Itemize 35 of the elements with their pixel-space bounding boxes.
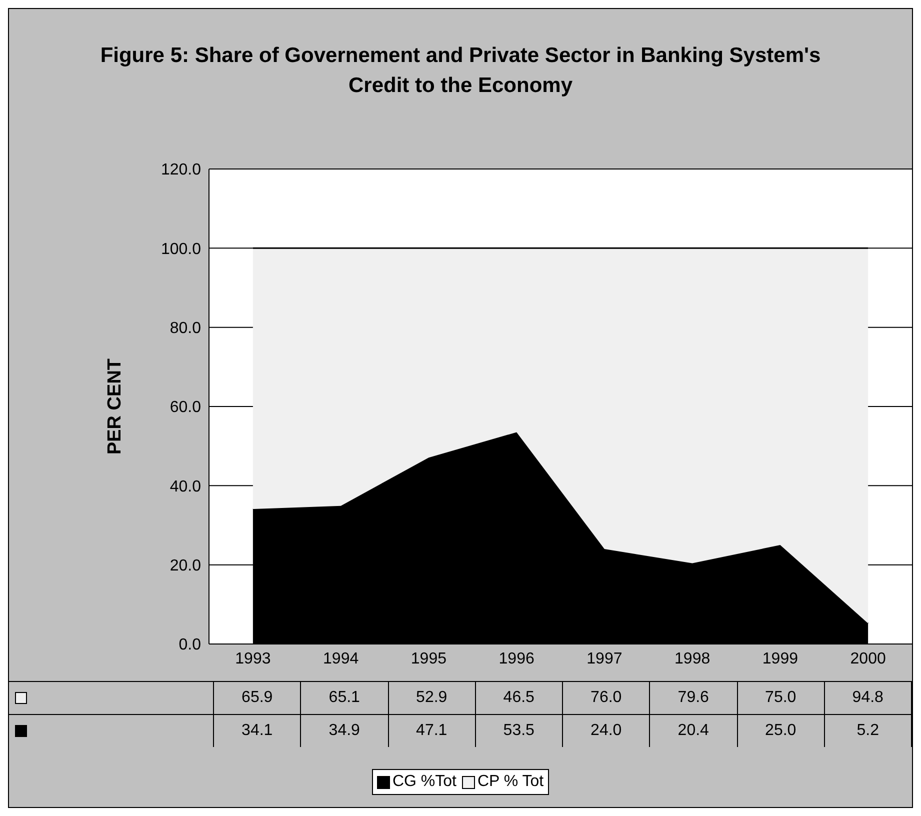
data-label: 52.9 — [388, 682, 476, 714]
data-label: 47.1 — [388, 715, 476, 747]
data-label: 25.0 — [738, 715, 825, 747]
x-tick-label: 1993 — [235, 650, 271, 668]
x-tick-label: 1994 — [323, 650, 359, 668]
data-label: 75.0 — [738, 682, 825, 714]
data-label: 24.0 — [563, 715, 650, 747]
data-label: 53.5 — [476, 715, 563, 747]
chart-title: Figure 5: Share of Governement and Private Sector in Banking System's Credit to the Economy — [99, 43, 822, 99]
legend-label: CG %Tot — [391, 773, 456, 791]
y-tick-label: 120.0 — [160, 162, 202, 179]
data-label: 34.9 — [301, 715, 388, 747]
y-tick-label: 40.0 — [170, 478, 202, 496]
x-tick-label: 1998 — [674, 650, 710, 668]
legend-label: CP % Tot — [476, 773, 544, 791]
y-tick-label: 80.0 — [170, 320, 202, 338]
x-tick-label: 1995 — [410, 650, 447, 668]
x-tick-label: 1996 — [498, 650, 534, 668]
data-label: 46.5 — [476, 682, 563, 714]
y-tick-label: 0.0 — [178, 636, 202, 654]
y-tick-label: 20.0 — [170, 558, 202, 575]
y-tick-label: 100.0 — [160, 240, 202, 258]
data-label: 65.9 — [214, 682, 302, 714]
x-tick-label: 1999 — [762, 650, 798, 668]
data-label: 94.8 — [824, 682, 912, 714]
y-tick-label: 60.0 — [170, 399, 202, 416]
data-label: 65.1 — [301, 682, 388, 714]
data-label: 20.4 — [650, 715, 738, 747]
x-tick-label: 1997 — [586, 650, 622, 668]
data-label: 5.2 — [824, 715, 912, 747]
data-label: 76.0 — [563, 682, 650, 714]
x-tick-label: 2000 — [850, 650, 886, 668]
data-label: 34.1 — [214, 715, 302, 747]
data-label: 79.6 — [650, 682, 738, 714]
y-axis-title: PER CENT — [104, 358, 126, 455]
